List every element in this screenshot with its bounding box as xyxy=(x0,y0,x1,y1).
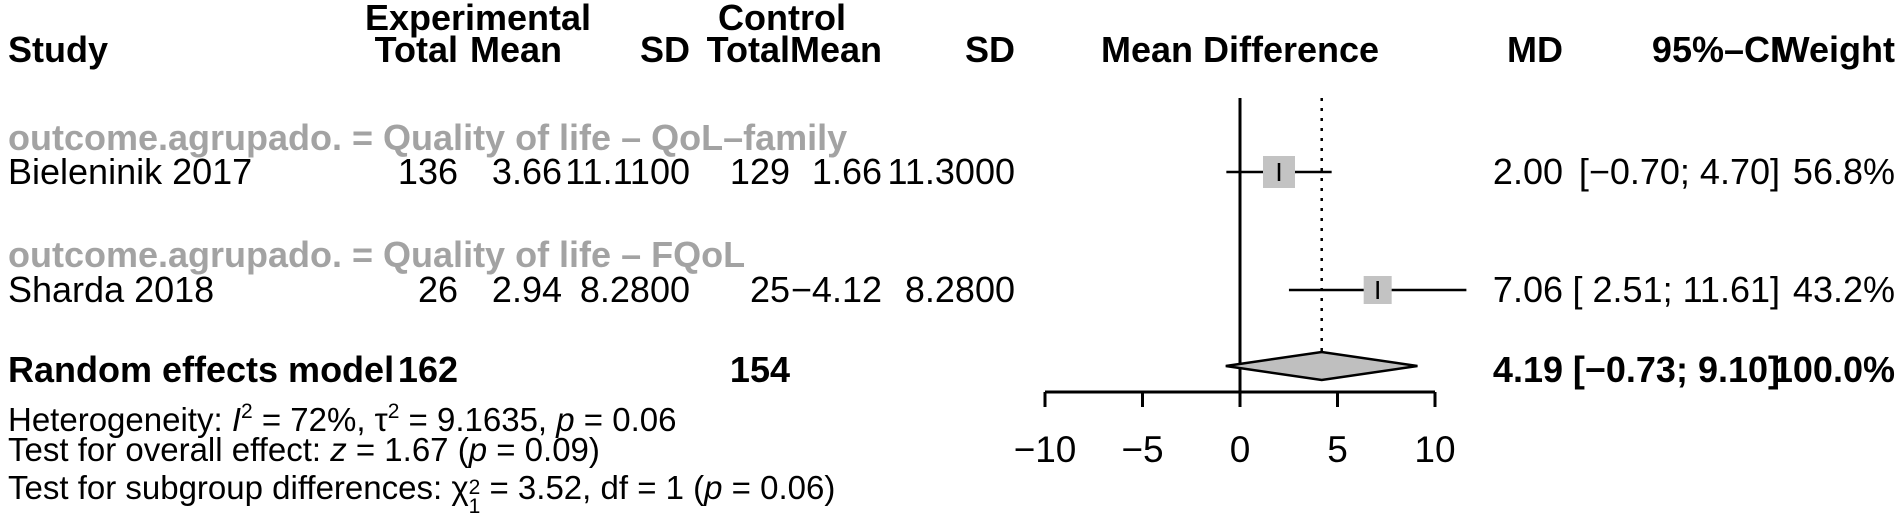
study-mean-exp: 2.94 xyxy=(491,269,562,310)
x-axis-tick-label: −5 xyxy=(1121,429,1163,470)
overall-weight: 100.0% xyxy=(1772,349,1895,390)
het-text: = 0.06 xyxy=(574,401,677,438)
header-md: MD xyxy=(1507,29,1563,70)
header-total-exp: Total xyxy=(374,29,458,70)
subgroup-test-text: = 3.52, df = 1 ( xyxy=(480,469,705,506)
heterogeneity-statistics: Heterogeneity: I2 = 72%, τ2 = 9.1635, p … xyxy=(8,392,676,440)
subgroup-test-text: = 0.06) xyxy=(722,469,836,506)
subgroup-label-qol-family: outcome.agrupado. = Quality of life – Qo… xyxy=(8,117,848,158)
study-weight: 43.2% xyxy=(1792,269,1895,310)
overall-test-text: = 0.09) xyxy=(487,431,600,468)
het-i-symbol: I xyxy=(231,401,241,438)
study-name: Bieleninik 2017 xyxy=(8,151,253,192)
overall-test-text: = 1.67 ( xyxy=(346,431,469,468)
header-study: Study xyxy=(8,29,109,70)
overall-md: 4.19 xyxy=(1492,349,1563,390)
study-ci: [ 2.51; 11.61] xyxy=(1572,269,1781,310)
overall-label: Random effects model xyxy=(8,349,395,390)
header-sd-exp: SD xyxy=(639,29,690,70)
study-mean-exp: 3.66 xyxy=(491,151,562,192)
header-experimental-group: Experimental xyxy=(364,0,592,38)
study-weight: 56.8% xyxy=(1792,151,1895,192)
het-text: = 72%, τ xyxy=(252,401,388,438)
overall-ci: [−0.73; 9.10] xyxy=(1572,349,1780,390)
het-text: Heterogeneity: xyxy=(8,401,232,438)
study-mean-ctl: 1.66 xyxy=(811,151,882,192)
overall-effect-test: Test for overall effect: z = 1.67 (p = 0… xyxy=(8,430,600,470)
study-sd-exp: 11.1100 xyxy=(565,151,690,192)
subgroup-test-chi-subscript: 1 xyxy=(468,495,481,517)
study-sd-exp: 8.2800 xyxy=(579,269,690,310)
x-axis-tick-label: 0 xyxy=(1230,429,1251,470)
subgroup-test-p-symbol: p xyxy=(704,469,723,506)
overall-test-z-symbol: z xyxy=(330,431,347,468)
study-ci: [−0.70; 4.70] xyxy=(1578,151,1780,192)
header-control-group: Control xyxy=(718,0,846,38)
header-mean-difference: Mean Difference xyxy=(1100,29,1380,70)
study-total-exp: 136 xyxy=(397,151,458,192)
subgroup-label-fqol: outcome.agrupado. = Quality of life – FQ… xyxy=(8,234,746,275)
header-mean-ctl: Mean xyxy=(789,29,882,70)
study-md: 7.06 xyxy=(1492,269,1563,310)
subgroup-test-chi-symbol: χ xyxy=(451,469,469,506)
x-axis-tick-label: −10 xyxy=(1014,429,1077,470)
study-md: 2.00 xyxy=(1492,151,1563,192)
study-sd-ctl: 11.3000 xyxy=(887,151,1015,192)
study-name: Sharda 2018 xyxy=(8,269,215,310)
overall-total-ctl: 154 xyxy=(729,349,790,390)
overall-test-text: Test for overall effect: xyxy=(8,431,331,468)
het-i-superscript: 2 xyxy=(240,400,253,423)
header-mean-exp: Mean xyxy=(469,29,562,70)
header-weight: Weight xyxy=(1775,29,1895,70)
header-ci: 95%–CI xyxy=(1651,29,1780,70)
study-total-exp: 26 xyxy=(417,269,458,310)
study-mean-ctl: −4.12 xyxy=(790,269,882,310)
study-total-ctl: 25 xyxy=(749,269,790,310)
pooled-diamond xyxy=(1225,350,1418,382)
het-text: = 9.1635, xyxy=(399,401,557,438)
overall-total-exp: 162 xyxy=(397,349,458,390)
header-sd-ctl: SD xyxy=(964,29,1015,70)
study-total-ctl: 129 xyxy=(729,151,790,192)
het-p-symbol: p xyxy=(556,401,575,438)
x-axis-tick-label: 10 xyxy=(1414,429,1455,470)
x-axis-tick-label: 5 xyxy=(1327,429,1348,470)
subgroup-test-text: Test for subgroup differences: xyxy=(8,469,452,506)
study-sd-ctl: 8.2800 xyxy=(904,269,1015,310)
het-tau-superscript: 2 xyxy=(387,400,400,423)
subgroup-test-chi-superscript: 2 xyxy=(468,476,481,499)
overall-test-p-symbol: p xyxy=(468,431,488,468)
header-total-ctl: Total xyxy=(706,29,790,70)
